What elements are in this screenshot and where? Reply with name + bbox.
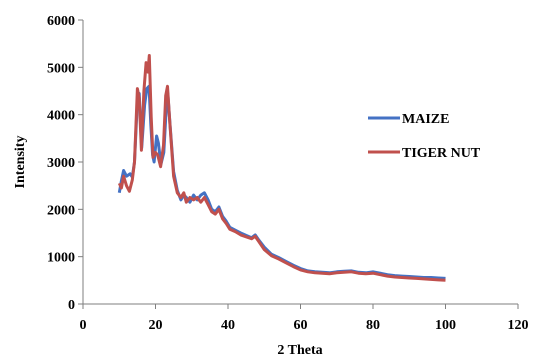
x-axis-ticks: 0 20 40 60 80 100 120 [80, 304, 529, 333]
series-line-tiger-nut [117, 54, 446, 282]
x-tick-label: 80 [366, 318, 380, 333]
y-tick-label: 3000 [47, 156, 75, 171]
legend-label: TIGER NUT [402, 146, 481, 161]
y-tick-label: 6000 [47, 14, 75, 29]
y-axis-ticks: 0 1000 2000 3000 4000 5000 6000 [47, 14, 83, 313]
y-axis-title: Intensity [13, 136, 28, 189]
x-tick-label: 120 [508, 318, 529, 333]
x-axis-title: 2 Theta [277, 343, 322, 358]
y-tick-label: 2000 [47, 203, 75, 218]
x-tick-label: 0 [80, 318, 87, 333]
x-tick-label: 40 [221, 318, 235, 333]
legend-label: MAIZE [402, 112, 449, 127]
plot-lines [117, 54, 446, 282]
x-tick-label: 60 [294, 318, 308, 333]
legend: MAIZE TIGER NUT [368, 112, 481, 161]
y-tick-label: 4000 [47, 109, 75, 124]
y-tick-label: 0 [68, 298, 75, 313]
x-tick-label: 20 [149, 318, 163, 333]
y-tick-label: 5000 [47, 61, 75, 76]
y-tick-label: 1000 [47, 251, 75, 266]
x-tick-label: 100 [435, 318, 456, 333]
